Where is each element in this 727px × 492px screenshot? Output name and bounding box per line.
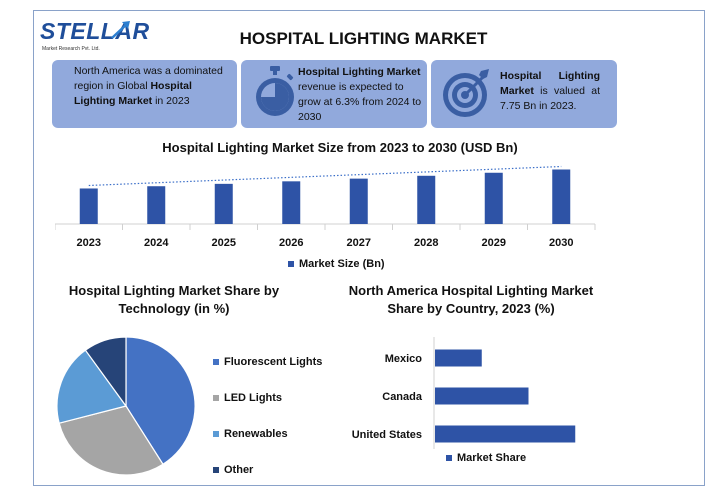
card3-text: Hospital Lighting Market is valued at 7.… [500,69,600,114]
bar-2023 [79,188,98,224]
legend-swatch [213,359,219,365]
bar-2026 [282,181,301,224]
bar-legend-label: Market Size (Bn) [299,258,385,270]
hbar-canada [435,387,529,405]
pie-legend-item: Other [213,452,322,488]
pie-legend-item: LED Lights [213,380,322,416]
pie-legend-label: Other [224,464,254,476]
page-title: HOSPITAL LIGHTING MARKET [239,29,488,48]
hbar-chart-title: North America Hospital Lighting Market S… [348,283,594,316]
logo-arrow-icon [111,21,130,39]
pie-slice-led-lights [58,405,164,476]
info-card-value: Hospital Lighting Market is valued at 7.… [431,60,617,128]
y-tick-label: Mexico [385,353,423,365]
pie-legend-item: Fluorescent Lights [213,344,322,380]
legend-swatch [288,261,294,267]
stopwatch-icon [256,66,294,116]
x-tick-label: 2024 [144,237,169,249]
bar-2027 [349,178,368,224]
x-tick-label: 2027 [347,237,371,249]
pie-slice-other [84,336,127,408]
bar-chart-legend: Market Size (Bn) [288,258,385,270]
bar-2024 [147,186,166,224]
target-icon [443,69,489,117]
bar-2028 [417,175,436,224]
info-card-growth: Hospital Lighting Market revenue is expe… [241,60,427,128]
bar-2030 [552,169,571,224]
y-tick-label: Canada [382,391,423,403]
bar-2029 [484,172,503,224]
card2-text: Hospital Lighting Market revenue is expe… [298,65,424,125]
pie-chart-title: Hospital Lighting Market Share by Techno… [68,283,280,316]
country-share-bar-chart: Mexico Canada United States [352,337,576,449]
pie-legend-label: Renewables [224,428,288,440]
legend-swatch [446,455,452,461]
card2-body: revenue is expected to grow at 6.3% from… [298,81,422,123]
bar-2025 [214,183,233,224]
card2-bold: Hospital Lighting Market [298,66,421,78]
card1-bold: Hospital Lighting Market [74,80,192,107]
x-tick-label: 2026 [279,237,303,249]
hbar-legend-label: Market Share [457,452,527,464]
hbar-mexico [435,349,482,367]
legend-swatch [213,467,219,473]
logo-brand: STELLAR [40,18,150,44]
x-tick-label: 2023 [77,237,101,249]
pie-legend-label: LED Lights [224,392,283,404]
stellar-logo: STELLAR Market Research Pvt. Ltd. [40,18,149,54]
pie-slice-renewables [56,349,128,424]
x-tick-label: 2025 [212,237,236,249]
card1-text-a: North America was a dominated region in … [74,65,223,92]
info-card-region: North America was a dominated region in … [52,60,237,128]
pie-legend-item: Renewables [213,416,322,452]
pie-legend-label: Fluorescent Lights [224,356,323,368]
x-tick-label: 2028 [414,237,438,249]
y-tick-label: United States [352,429,422,441]
card3-body: is valued at 7.75 Bn in 2023. [500,85,600,112]
legend-swatch [213,395,219,401]
hbar-united-states [435,425,576,443]
infographic-frame [33,10,705,486]
bar-chart-title: Hospital Lighting Market Size from 2023 … [162,140,518,155]
hbar-chart-legend: Market Share [446,452,526,464]
technology-pie-chart [56,336,196,476]
market-size-bar-chart: 2023 2024 2025 2026 2027 2028 2029 2030 [55,165,596,249]
card1-text-b: in 2023 [152,95,190,107]
pie-chart-legend: Fluorescent Lights LED Lights Renewables Ot… [213,344,322,488]
x-tick-label: 2029 [482,237,506,249]
legend-swatch [213,431,219,437]
x-tick-label: 2030 [549,237,573,249]
logo-tagline: Market Research Pvt. Ltd. [42,46,100,52]
card3-bold: Hospital Lighting Market [500,70,600,97]
